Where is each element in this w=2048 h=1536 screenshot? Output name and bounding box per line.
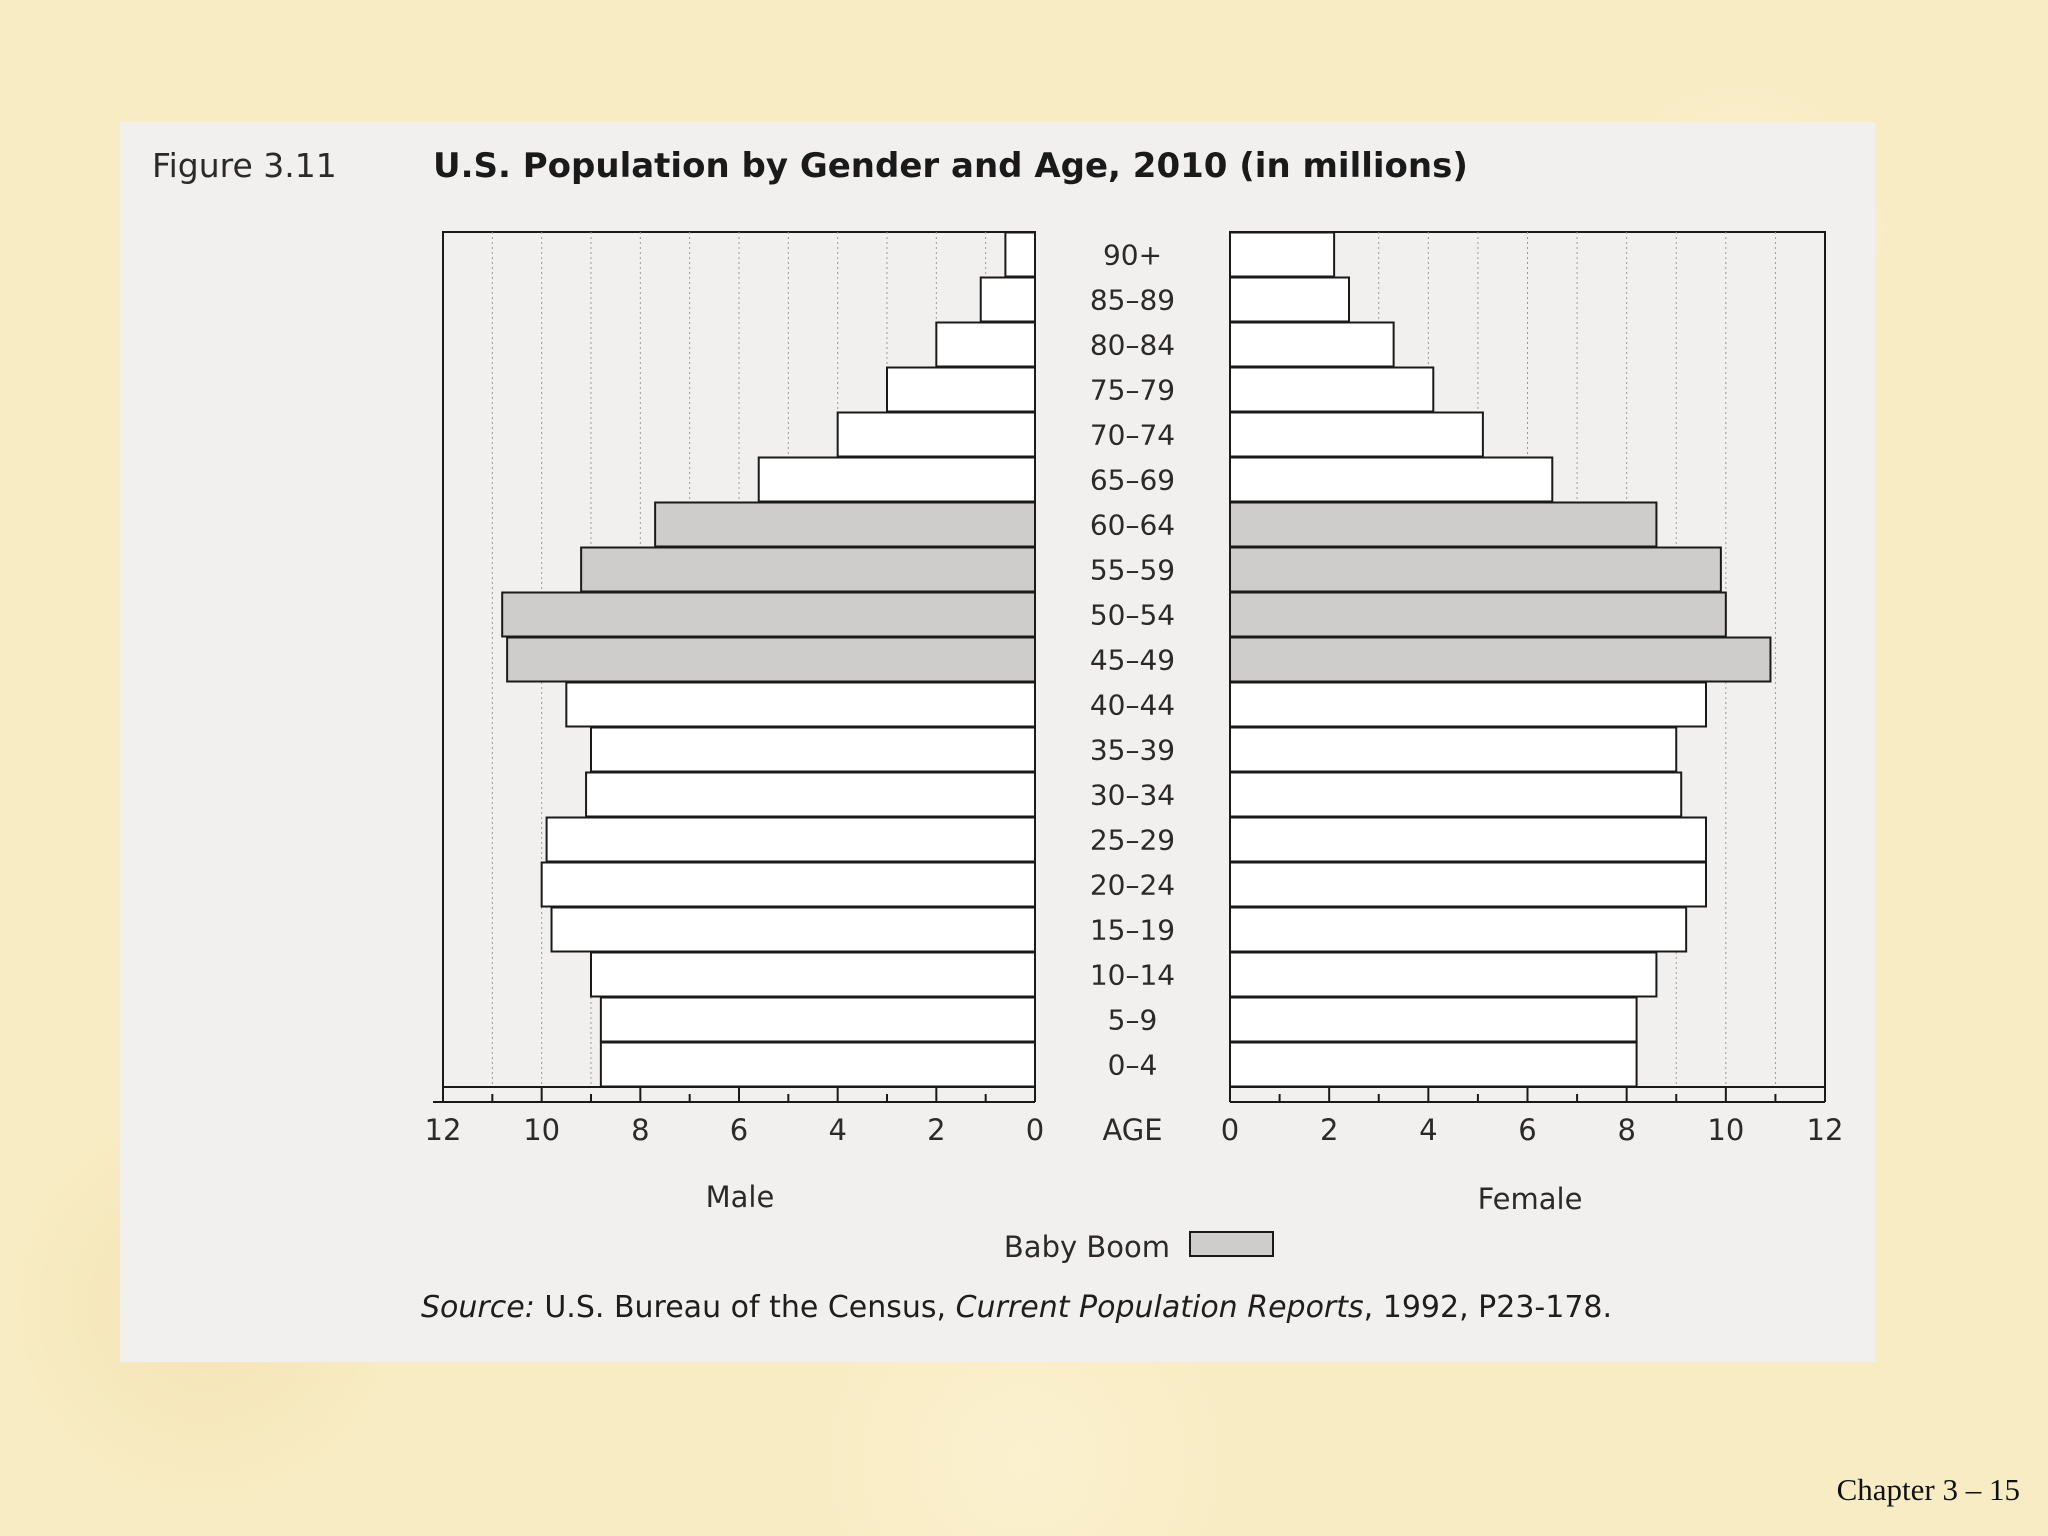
age-label-55–59: 55–59 [1090, 554, 1175, 587]
age-label-5–9: 5–9 [1108, 1004, 1158, 1037]
legend: Baby Boom [1004, 1230, 1274, 1264]
female-bar-60–64 [1229, 501, 1658, 548]
female-bar-10–14 [1229, 951, 1658, 998]
figure-panel: Figure 3.11 U.S. Population by Gender an… [120, 122, 1875, 1362]
male-bar-20–24 [540, 861, 1036, 908]
source-suffix: , 1992, P23-178. [1364, 1290, 1612, 1325]
female-bar-0–4 [1229, 1041, 1638, 1088]
female-x-tick-label: 8 [1617, 1113, 1635, 1147]
female-bar-80–84 [1229, 321, 1395, 368]
male-x-tick-label: 0 [1026, 1113, 1044, 1147]
female-x-tick-label: 6 [1518, 1113, 1536, 1147]
age-label-25–29: 25–29 [1090, 824, 1175, 857]
female-x-tick-label: 0 [1221, 1113, 1239, 1147]
age-labels: 0–4 5–9 10–14 15–19 20–24 25–29 30–34 35–39 40–4… [1090, 239, 1175, 1082]
female-x-tick-label: 12 [1807, 1113, 1844, 1147]
legend-swatch-baby-boom [1189, 1231, 1274, 1257]
population-pyramid-chart: Figure 3.11 U.S. Population by Gender an… [152, 146, 1844, 1325]
female-x-tick-label: 10 [1707, 1113, 1744, 1147]
male-x-tick-label: 6 [730, 1113, 748, 1147]
age-label-60–64: 60–64 [1090, 509, 1175, 542]
male-x-tick-label: 8 [631, 1113, 649, 1147]
age-label-15–19: 15–19 [1090, 914, 1175, 947]
male-bar-5–9 [599, 996, 1036, 1043]
male-x-tick-label: 12 [425, 1113, 462, 1147]
female-bar-5–9 [1229, 996, 1638, 1043]
female-bar-45–49 [1229, 636, 1772, 683]
female-bar-50–54 [1229, 591, 1727, 638]
female-bar-15–19 [1229, 906, 1688, 953]
male-bar-85–89 [979, 276, 1037, 323]
legend-label: Baby Boom [1004, 1230, 1170, 1264]
age-label-90+: 90+ [1103, 239, 1162, 272]
age-label-75–79: 75–79 [1090, 374, 1175, 407]
male-bar-0–4 [599, 1041, 1036, 1088]
age-label-65–69: 65–69 [1090, 464, 1175, 497]
male-bar-70–74 [836, 411, 1037, 458]
male-bar-60–64 [654, 501, 1037, 548]
female-bar-30–34 [1229, 771, 1683, 818]
age-label-85–89: 85–89 [1090, 284, 1175, 317]
source-report: Current Population Reports [956, 1290, 1364, 1325]
male-bar-75–79 [886, 366, 1036, 413]
female-bar-40–44 [1229, 681, 1707, 728]
age-axis-label: AGE [1102, 1113, 1162, 1147]
female-bar-65–69 [1229, 456, 1554, 503]
female-bar-85–89 [1229, 276, 1350, 323]
female-bar-90+ [1229, 231, 1336, 278]
age-label-70–74: 70–74 [1090, 419, 1175, 452]
age-label-80–84: 80–84 [1090, 329, 1175, 362]
male-bar-35–39 [590, 726, 1036, 773]
male-x-tick-label: 10 [523, 1113, 560, 1147]
male-bar-40–44 [565, 681, 1036, 728]
source-publisher: U.S. Bureau of the Census, [535, 1290, 956, 1325]
female-bar-35–39 [1229, 726, 1678, 773]
male-bar-90+ [1004, 231, 1037, 278]
male-bar-50–54 [501, 591, 1036, 638]
male-bar-65–69 [757, 456, 1036, 503]
male-bar-80–84 [935, 321, 1036, 368]
male-bar-25–29 [545, 816, 1036, 863]
male-bar-10–14 [590, 951, 1036, 998]
female-bar-55–59 [1229, 546, 1722, 593]
age-label-40–44: 40–44 [1090, 689, 1175, 722]
male-bar-45–49 [506, 636, 1036, 683]
male-bar-30–34 [585, 771, 1036, 818]
male-panel [442, 231, 1037, 1088]
male-x-tick-label: 2 [927, 1113, 945, 1147]
age-label-0–4: 0–4 [1108, 1049, 1158, 1082]
male-bar-15–19 [550, 906, 1036, 953]
figure-number: Figure 3.11 [152, 146, 337, 185]
female-axis-label: Female [1478, 1182, 1583, 1216]
female-bar-20–24 [1229, 861, 1707, 908]
female-bar-25–29 [1229, 816, 1707, 863]
female-panel [1229, 231, 1826, 1088]
male-axis-label: Male [706, 1180, 775, 1214]
slide-footer: Chapter 3 – 15 [1836, 1472, 2020, 1507]
male-x-tick-label: 4 [828, 1113, 846, 1147]
age-label-35–39: 35–39 [1090, 734, 1175, 767]
female-x-tick-label: 2 [1320, 1113, 1338, 1147]
chart-title: U.S. Population by Gender and Age, 2010 … [433, 146, 1468, 186]
age-label-30–34: 30–34 [1090, 779, 1175, 812]
age-label-50–54: 50–54 [1090, 599, 1175, 632]
female-axis: 0 2 4 6 8 10 12 [1221, 1088, 1844, 1147]
source-prefix: Source: [421, 1290, 535, 1325]
male-bar-55–59 [580, 546, 1036, 593]
age-label-10–14: 10–14 [1090, 959, 1175, 992]
source-citation: Source: U.S. Bureau of the Census, Curre… [421, 1290, 1612, 1325]
female-bar-75–79 [1229, 366, 1435, 413]
female-x-tick-label: 4 [1419, 1113, 1437, 1147]
age-label-45–49: 45–49 [1090, 644, 1175, 677]
age-label-20–24: 20–24 [1090, 869, 1175, 902]
male-axis: 0 2 4 6 8 10 12 [425, 1088, 1044, 1147]
female-bar-70–74 [1229, 411, 1484, 458]
